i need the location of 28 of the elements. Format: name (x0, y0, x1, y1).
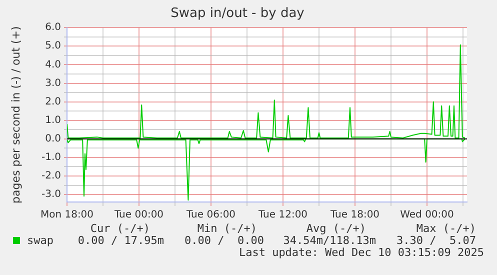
text: 0.00 / 17.95m (76, 234, 164, 247)
text: Avg (-/+) (305, 222, 366, 235)
x-tick-label: Tue 06:00 (185, 210, 236, 221)
y-tick-label: -2.0 (41, 170, 61, 182)
y-tick-label: 6.0 (45, 22, 61, 34)
y-tick-label: 2.0 (45, 96, 61, 108)
x-tick-label: Tue 00:00 (113, 210, 164, 221)
chart-title: Swap in/out - by day (170, 6, 305, 22)
y-tick-label: 4.0 (45, 59, 61, 70)
y-tick-label: -3.0 (41, 189, 61, 200)
x-tick-label: Tue 12:00 (257, 210, 308, 221)
text: Min (-/+) (196, 222, 257, 235)
text: 34.54m/118.13m (282, 234, 376, 247)
y-tick-label: -1.0 (41, 152, 61, 164)
x-tick-label: Wed 00:00 (400, 210, 454, 221)
text: Max (-/+) (415, 222, 476, 235)
text: 0.00 / 0.00 (184, 234, 264, 247)
y-tick-label: 5.0 (45, 40, 61, 52)
x-tick-label: Tue 18:00 (329, 210, 380, 221)
y-tick-label: 1.0 (45, 114, 61, 126)
y-axis-title: pages per second in (-) / out (+) (9, 26, 22, 204)
y-tick-label: 3.0 (45, 78, 61, 89)
legend-label: swap (27, 234, 54, 247)
text: Last update: Wed Dec 10 03:15:09 2025 (238, 246, 484, 259)
text: 3.30 / 5.07 (396, 234, 476, 247)
text: Cur (-/+) (89, 222, 150, 235)
x-tick-label: Mon 18:00 (40, 210, 94, 221)
y-tick-label: 0.0 (45, 134, 61, 145)
